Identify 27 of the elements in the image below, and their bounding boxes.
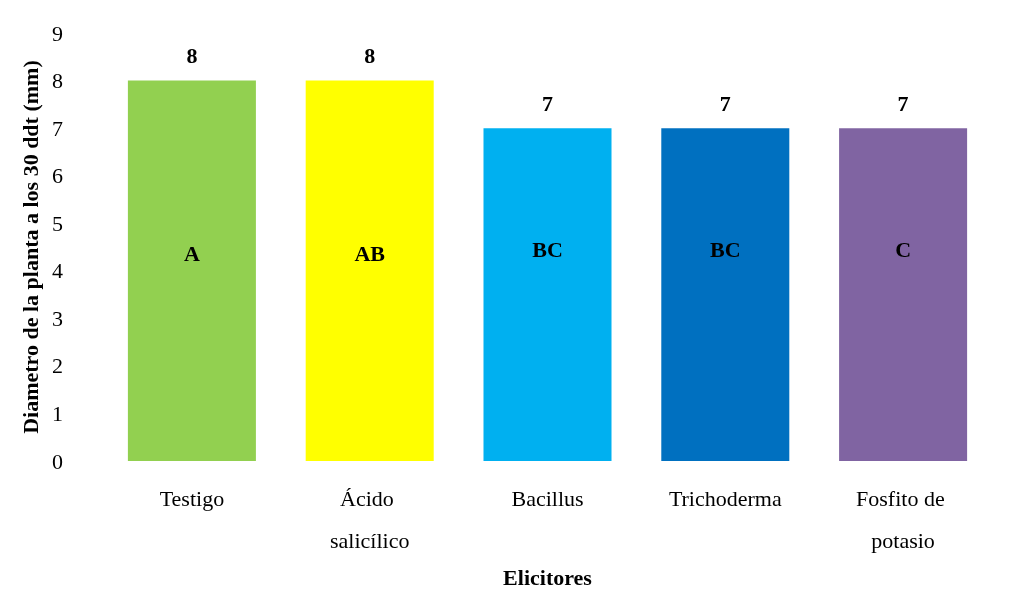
- x-tick-label: Ácido salicílico: [329, 485, 410, 553]
- y-axis-title: Diametro de la planta a los 30 ddt (mm): [17, 60, 43, 434]
- data-label: 7: [542, 90, 553, 116]
- y-tick-label: 0: [52, 448, 63, 474]
- annotation: BC: [710, 236, 741, 262]
- annotation: A: [183, 240, 200, 266]
- annotation: C: [895, 236, 912, 262]
- y-tick-label: 1: [52, 401, 63, 427]
- y-tick-label: 4: [52, 258, 63, 284]
- x-tick-label: Testigo: [159, 485, 225, 511]
- y-tick-label: 5: [52, 210, 63, 236]
- data-label: 8: [364, 43, 376, 69]
- data-label: 8: [186, 43, 198, 69]
- data-label: 7: [897, 90, 909, 116]
- y-tick-label: 3: [52, 305, 63, 331]
- y-tick-label: 6: [52, 163, 63, 189]
- x-tick-label: Bacillus: [511, 485, 584, 511]
- annotation: BC: [532, 236, 563, 262]
- data-label: 7: [719, 90, 731, 116]
- x-tick-label: Fosfito de potasio: [856, 485, 951, 553]
- annotation: AB: [354, 240, 386, 266]
- y-tick-label: 2: [52, 353, 63, 379]
- y-tick-label: 7: [52, 115, 63, 141]
- y-tick-label: 9: [52, 20, 63, 46]
- x-tick-label: Trichoderma: [668, 485, 782, 511]
- y-tick-label: 8: [52, 68, 63, 94]
- x-axis-title: Elicitores: [503, 564, 593, 590]
